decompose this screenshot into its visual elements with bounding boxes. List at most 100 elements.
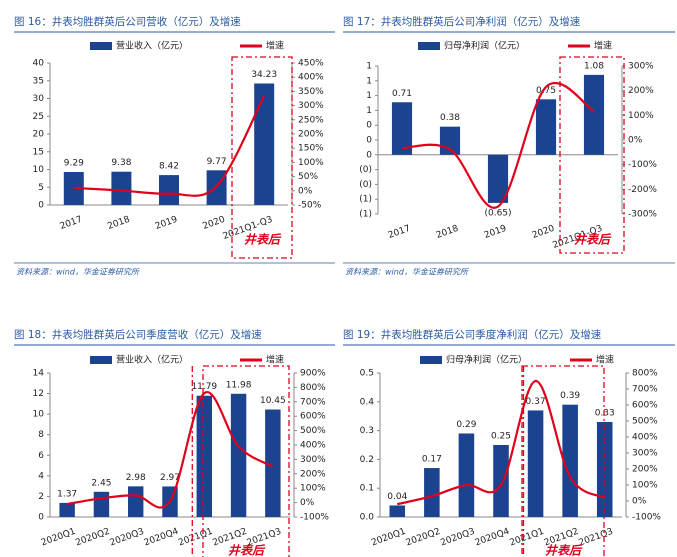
bar	[527, 410, 544, 517]
data-label: 0.39	[560, 391, 580, 401]
y2-tick-label: -50%	[298, 201, 322, 211]
x-tick-label: 2020	[531, 224, 556, 241]
annotation: 井表后	[545, 544, 583, 557]
y2-tick-label: -100%	[632, 513, 661, 523]
y-tick-label: 20	[33, 130, 45, 140]
bar	[535, 99, 557, 155]
highlight-box	[521, 365, 605, 557]
y-tick-label: 25	[33, 112, 44, 122]
y-tick-label: 0	[38, 513, 44, 523]
chart-panel: 图 19：井表均胜群英后公司季度净利润（亿元）及增速 0.0 0.1 0.2 0.3 0.…	[343, 328, 675, 557]
y2-tick-label: -300%	[628, 210, 657, 220]
bar	[487, 154, 509, 203]
x-tick-label: 2020	[202, 215, 227, 232]
y2-tick-label: 600%	[300, 412, 326, 422]
x-tick-label: 2021Q1	[508, 527, 545, 549]
source-note: 资料来源：wind，华金证券研究所	[16, 268, 141, 277]
y2-tick-label: 200%	[632, 465, 658, 475]
y2-tick-label: 150%	[298, 144, 324, 154]
y-tick-label: 12	[33, 389, 44, 399]
growth-line	[73, 95, 266, 197]
annotation: 井表后	[574, 233, 612, 247]
x-tick-label: 2020Q1	[40, 527, 77, 549]
y-tick-label: 10	[33, 165, 45, 175]
legend-label: 增速	[596, 354, 614, 366]
legend-label: 归母净利润（亿元）	[444, 40, 525, 52]
y-tick-label: 1	[366, 76, 372, 86]
legend-swatch	[418, 42, 440, 50]
bar	[254, 83, 275, 205]
chart-title: 图 16：井表均胜群英后公司营收（亿元）及增速	[14, 15, 241, 28]
y-tick-label: 0.4	[360, 397, 375, 407]
y-tick-label: 1	[366, 62, 372, 72]
y-tick-label: 0	[366, 136, 372, 146]
legend-label: 增速	[594, 40, 612, 52]
y-tick-label: 5	[38, 183, 44, 193]
bar	[159, 175, 179, 205]
y2-tick-label: 350%	[298, 87, 324, 97]
y-tick-label: 35	[33, 76, 44, 86]
bar	[562, 404, 578, 517]
y-tick-label: 0	[366, 121, 372, 131]
bar	[493, 445, 509, 517]
y-tick-label: (0)	[359, 165, 372, 175]
y-tick-label: 6	[38, 451, 44, 461]
data-label: 0.04	[387, 492, 407, 502]
y2-tick-label: 400%	[632, 433, 658, 443]
x-tick-label: 2020Q2	[405, 527, 442, 549]
y2-tick-label: 100%	[628, 111, 654, 121]
y-tick-label: 2	[38, 492, 44, 502]
data-label: 10.45	[260, 396, 286, 406]
y-tick-label: 8	[38, 430, 44, 440]
data-label: 9.38	[111, 158, 131, 168]
data-label: 0.38	[440, 113, 460, 123]
bar	[583, 74, 605, 155]
growth-line	[401, 82, 595, 209]
x-tick-label: 2017	[59, 215, 84, 232]
y-tick-label: 4	[38, 471, 44, 481]
y-tick-label: 40	[33, 59, 45, 69]
y-tick-label: (1)	[359, 195, 372, 205]
chart-panel: 图 18：井表均胜群英后公司季度营收（亿元）及增速 0 2 4 6 8 10 12 14 -100…	[14, 328, 335, 557]
x-tick-label: 2020Q1	[370, 527, 407, 549]
y2-tick-label: 0%	[632, 497, 647, 507]
x-tick-label: 2020Q3	[439, 527, 476, 549]
y2-tick-label: 600%	[632, 401, 658, 411]
data-label: 0.25	[491, 432, 511, 442]
y2-tick-label: -100%	[300, 513, 329, 523]
y2-tick-label: -100%	[628, 160, 657, 170]
x-tick-label: 2021Q3	[578, 527, 615, 549]
bar	[389, 505, 406, 517]
data-label: 8.42	[159, 162, 179, 172]
y-tick-label: (1)	[359, 210, 372, 220]
y2-tick-label: 200%	[628, 86, 654, 96]
x-tick-label: 2020Q3	[109, 527, 146, 549]
bar	[596, 421, 613, 517]
legend-swatch	[90, 356, 112, 364]
y2-tick-label: 900%	[300, 369, 326, 379]
data-label: 0.29	[456, 420, 476, 430]
x-tick-label: 2019	[483, 224, 508, 241]
data-label: 0.75	[536, 86, 556, 96]
bar	[265, 409, 281, 517]
highlight-box	[559, 56, 625, 254]
y2-tick-label: 450%	[298, 59, 324, 69]
x-tick-label: 2021Q1	[177, 527, 214, 549]
chart-title: 图 18：井表均胜群英后公司季度营收（亿元）及增速	[14, 328, 262, 341]
data-label: (0.65)	[484, 208, 511, 218]
y2-tick-label: -200%	[628, 185, 657, 195]
legend-swatch	[90, 42, 112, 50]
y2-tick-label: 0%	[628, 136, 643, 146]
data-label: 0.71	[392, 89, 412, 99]
data-label: 0.37	[526, 397, 546, 407]
y2-tick-label: 500%	[632, 417, 658, 427]
y-tick-label: 15	[33, 147, 44, 157]
annotation: 井表后	[228, 544, 266, 557]
y-tick-label: 0.5	[360, 369, 374, 379]
data-label: 9.77	[207, 157, 227, 167]
legend-label: 增速	[266, 354, 284, 366]
y2-tick-label: 200%	[298, 130, 324, 140]
bar	[59, 502, 75, 517]
